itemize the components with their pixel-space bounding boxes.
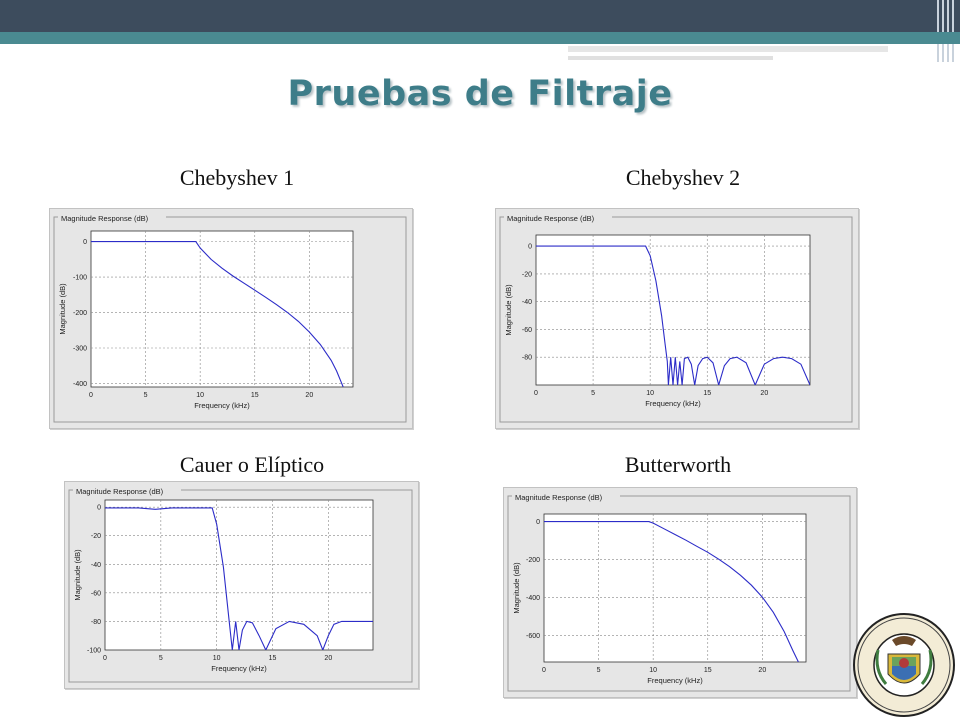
x-tick-label: 10 [213, 655, 221, 662]
y-tick-label: -400 [73, 381, 87, 388]
y-tick-label: -40 [522, 299, 532, 306]
teal-band [0, 32, 960, 44]
x-tick-label: 20 [324, 655, 332, 662]
x-tick-label: 15 [251, 392, 259, 399]
caption-butterworth: Butterworth [624, 452, 732, 477]
chart-title-bg [504, 212, 612, 224]
x-axis-label: Frequency (kHz) [211, 664, 267, 673]
chart-frame [507, 495, 851, 692]
y-tick-label: -60 [522, 327, 532, 334]
x-tick-label: 0 [534, 390, 538, 397]
series-line [91, 241, 344, 387]
x-tick-label: 5 [159, 655, 163, 662]
chart-title-bg [58, 212, 166, 224]
y-tick-label: -100 [87, 648, 101, 655]
chart-title: Magnitude Response (dB) [507, 214, 595, 223]
x-tick-label: 15 [704, 667, 712, 674]
chart-frame [499, 216, 853, 423]
plot-area [90, 230, 354, 388]
caption-chebyshev-1: Chebyshev 1 [179, 165, 295, 190]
decorative-line [568, 46, 888, 52]
x-tick-label: 5 [144, 392, 148, 399]
magnitude-response-chart: Magnitude Response (dB) 0 5 10 15 20 0 -200 -400… [507, 491, 851, 692]
y-tick-label: -20 [522, 271, 532, 278]
series-line [536, 245, 810, 385]
series-line [544, 521, 799, 662]
y-axis-label: Magnitude (dB) [58, 283, 67, 335]
caption-chebyshev-2: Chebyshev 2 [625, 165, 741, 190]
chart-panel-chebyshev-2: Magnitude Response (dB) 0 5 10 15 20 0 -20 -40 -6… [495, 208, 859, 429]
y-tick-label: -60 [91, 590, 101, 597]
y-axis-label: Magnitude (dB) [73, 549, 82, 601]
x-tick-label: 15 [703, 390, 711, 397]
chart-frame [68, 489, 413, 683]
school-seal-logo [853, 613, 955, 717]
x-tick-label: 15 [269, 655, 277, 662]
x-tick-label: 5 [591, 390, 595, 397]
chart-title: Magnitude Response (dB) [515, 493, 603, 502]
x-tick-label: 10 [646, 390, 654, 397]
y-tick-label: -80 [91, 619, 101, 626]
slide-title: Pruebas de Filtraje [287, 74, 673, 114]
y-tick-label: 0 [83, 239, 87, 246]
chart-title: Magnitude Response (dB) [61, 214, 149, 223]
y-tick-label: -100 [73, 275, 87, 282]
y-tick-label: -200 [73, 310, 87, 317]
y-tick-label: 0 [536, 519, 540, 526]
y-tick-label: -200 [526, 557, 540, 564]
decorative-stripes [932, 0, 954, 62]
x-tick-label: 5 [597, 667, 601, 674]
y-tick-label: -600 [526, 633, 540, 640]
x-tick-label: 20 [305, 392, 313, 399]
decorative-line [568, 56, 773, 60]
top-bar [0, 0, 960, 62]
x-axis-label: Frequency (kHz) [645, 399, 701, 408]
y-axis-label: Magnitude (dB) [512, 562, 521, 614]
x-tick-label: 20 [758, 667, 766, 674]
chart-title-bg [512, 491, 620, 503]
chart-panel-cauer: Magnitude Response (dB) 0 5 10 15 20 0 -20 -40 -6… [64, 481, 419, 689]
x-tick-label: 10 [649, 667, 657, 674]
chart-title-bg [73, 485, 181, 497]
y-tick-label: -40 [91, 562, 101, 569]
y-tick-label: -80 [522, 355, 532, 362]
y-tick-label: -20 [91, 533, 101, 540]
x-axis-label: Frequency (kHz) [194, 401, 250, 410]
y-tick-label: -400 [526, 595, 540, 602]
plot-area [535, 234, 811, 386]
x-tick-label: 0 [89, 392, 93, 399]
chart-panel-chebyshev-1: Magnitude Response (dB) 0 5 10 15 20 0 -100 -200… [49, 208, 413, 429]
magnitude-response-chart: Magnitude Response (dB) 0 5 10 15 20 0 -20 -40 -6… [68, 485, 413, 683]
magnitude-response-chart: Magnitude Response (dB) 0 5 10 15 20 0 -100 -200… [53, 212, 407, 423]
x-tick-label: 0 [103, 655, 107, 662]
magnitude-response-chart: Magnitude Response (dB) 0 5 10 15 20 0 -20 -40 -6… [499, 212, 853, 423]
series-line [105, 507, 373, 650]
chart-title: Magnitude Response (dB) [76, 487, 164, 496]
x-tick-label: 0 [542, 667, 546, 674]
plot-area [543, 513, 807, 663]
chart-panel-butterworth: Magnitude Response (dB) 0 5 10 15 20 0 -200 -400… [503, 487, 857, 698]
y-axis-label: Magnitude (dB) [504, 284, 513, 336]
x-axis-label: Frequency (kHz) [647, 676, 703, 685]
y-tick-label: 0 [528, 244, 532, 251]
chart-frame [53, 216, 407, 423]
y-tick-label: -300 [73, 346, 87, 353]
y-tick-label: 0 [97, 505, 101, 512]
x-tick-label: 10 [196, 392, 204, 399]
x-tick-label: 20 [760, 390, 768, 397]
caption-cauer-eliptico: Cauer o Elíptico [179, 452, 325, 477]
